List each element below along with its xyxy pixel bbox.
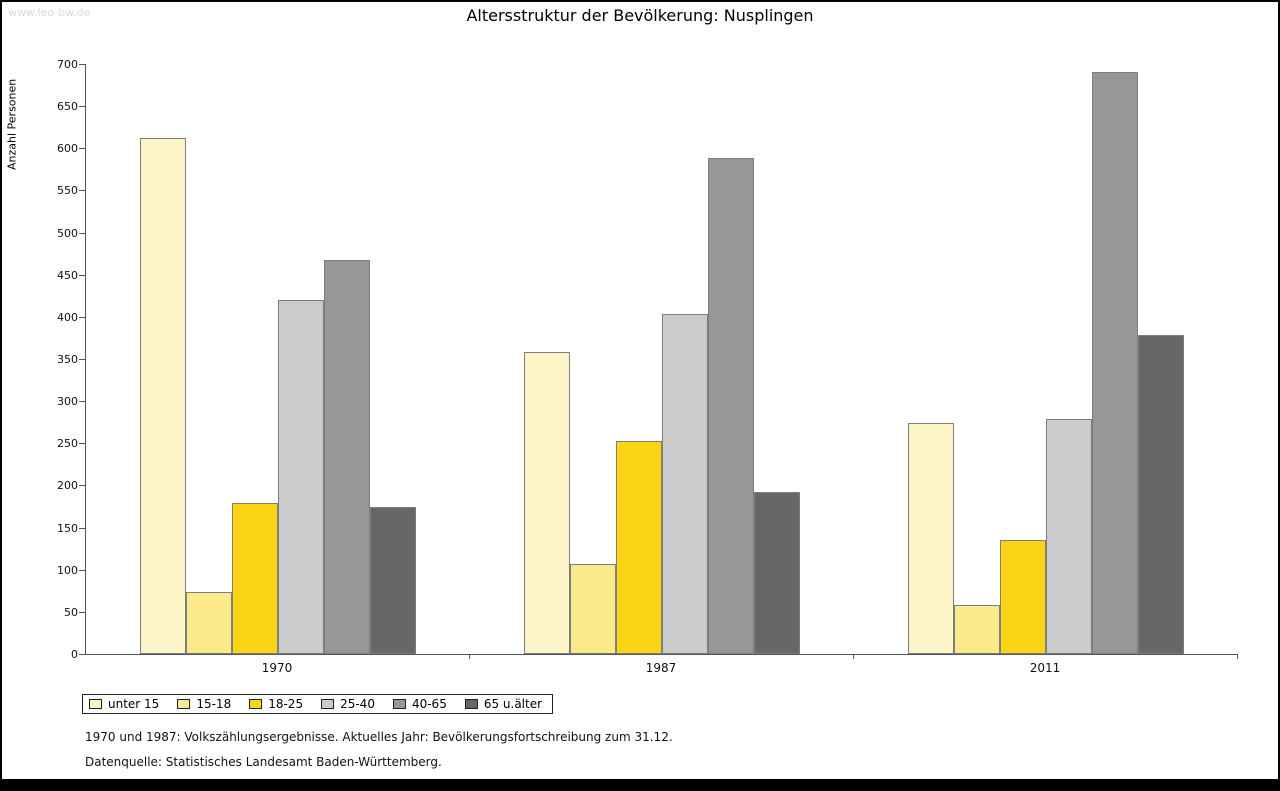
bar-2011-15-18 [954, 605, 1000, 654]
legend: unter 15 15-18 18-25 25-40 40-65 65 u.älter [82, 694, 554, 714]
footnote-data-source: Datenquelle: Statistisches Landesamt Bad… [85, 755, 442, 769]
watermark: www.leo-bw.de [8, 6, 91, 19]
legend-label: 15-18 [196, 697, 232, 711]
y-tick-label: 600 [57, 142, 78, 156]
legend-label: 18-25 [268, 697, 304, 711]
y-tick-label: 650 [57, 100, 78, 114]
y-tick-label: 450 [57, 268, 78, 282]
chart-title: Altersstruktur der Bevölkerung: Nuspling… [466, 6, 814, 25]
y-tick-mark [79, 443, 85, 445]
legend-swatch [89, 699, 102, 709]
legend-item: 15-18 [177, 697, 231, 711]
y-tick-mark [79, 485, 85, 487]
bar-1987-25-40 [662, 314, 708, 654]
y-tick-mark [79, 316, 85, 318]
y-tick-mark [79, 611, 85, 613]
y-tick-label: 150 [57, 521, 78, 535]
bar-2011-unter-15 [908, 423, 954, 654]
y-tick-mark [79, 527, 85, 529]
x-category-label: 1987 [645, 661, 677, 675]
bar-1987-18-25 [616, 441, 662, 654]
legend-swatch [249, 699, 263, 709]
bar-2011-40-65 [1092, 72, 1138, 654]
y-tick-label: 100 [57, 563, 78, 577]
y-tick-label: 300 [57, 395, 78, 409]
legend-label: 25-40 [340, 697, 375, 711]
y-tick-mark [79, 232, 85, 234]
y-tick-label: 500 [57, 226, 78, 240]
y-tick-mark [79, 569, 85, 571]
y-tick-mark [79, 274, 85, 276]
legend-item: 25-40 [321, 697, 375, 711]
legend-label: 40-65 [411, 697, 447, 711]
footnote-source-note: 1970 und 1987: Volkszählungsergebnisse. … [85, 730, 673, 744]
y-tick-mark [79, 401, 85, 403]
bar-1970-15-18 [186, 592, 232, 654]
y-tick-mark [79, 359, 85, 360]
legend-item: 40-65 [392, 697, 447, 711]
x-category-label: 2011 [1029, 661, 1061, 675]
y-tick-label: 50 [64, 605, 78, 619]
x-tick-mark [1237, 655, 1238, 659]
x-tick-mark [853, 655, 854, 659]
y-tick-mark [79, 106, 85, 108]
legend-item: unter 15 [89, 697, 159, 711]
bar-1970-unter-15 [140, 138, 186, 654]
y-tick-label: 0 [71, 648, 78, 661]
bar-1987-40-65 [708, 158, 754, 654]
x-category-label: 1970 [261, 661, 293, 675]
plot-area [85, 64, 1238, 655]
bar-2011-18-25 [1000, 540, 1046, 654]
legend-swatch [464, 699, 478, 709]
legend-swatch [321, 699, 335, 709]
bar-1970-25-40 [278, 300, 324, 654]
bar-1987-65-u.älter [754, 492, 800, 654]
bar-1987-15-18 [570, 564, 616, 654]
bar-1970-18-25 [232, 503, 278, 654]
y-tick-mark [79, 64, 85, 65]
x-tick-mark [469, 655, 470, 659]
y-tick-label: 400 [57, 310, 78, 324]
y-tick-label: 250 [57, 437, 78, 451]
y-axis-label: Anzahl Personen [5, 78, 19, 170]
y-tick-label: 350 [57, 353, 78, 366]
legend-label: unter 15 [108, 697, 160, 711]
legend-item: 65 u.älter [464, 697, 543, 711]
legend-item: 18-25 [249, 697, 303, 711]
bar-2011-65-u.älter [1138, 335, 1184, 654]
bar-1970-40-65 [324, 260, 370, 654]
y-tick-label: 700 [57, 58, 78, 71]
bottom-bar [2, 779, 1278, 789]
y-tick-label: 550 [57, 184, 78, 198]
y-tick-label: 200 [57, 479, 78, 493]
bar-1970-65-u.älter [370, 507, 416, 654]
legend-swatch [392, 699, 406, 709]
bar-1987-unter-15 [524, 352, 570, 654]
legend-swatch [177, 699, 191, 709]
y-tick-mark [79, 190, 85, 192]
bar-2011-25-40 [1046, 419, 1092, 654]
y-tick-mark [79, 654, 85, 655]
y-tick-mark [79, 148, 85, 150]
legend-label: 65 u.älter [483, 697, 543, 711]
